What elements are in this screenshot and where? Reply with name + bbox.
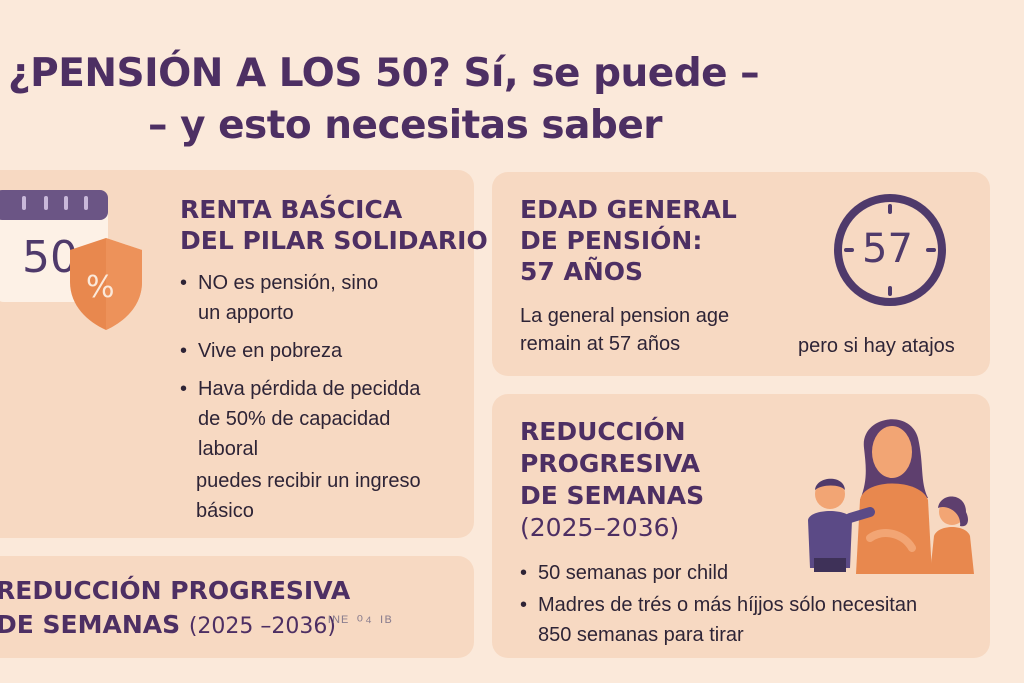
faded-text: ᴵᴺᴱ ⁰⁴ ᴵᴮ <box>328 614 394 631</box>
renta-heading-line-1: RENTA BAŚCICA <box>180 195 403 224</box>
reduccion-heading: REDUCCIÓN PROGRESIVA DE SEMANAS (2025–20… <box>520 417 705 542</box>
edad-caption: pero si hay atajos <box>798 335 955 357</box>
clock-icon <box>834 194 946 306</box>
edad-body: La general pension age remain at 57 años <box>520 305 730 355</box>
renta-bullet-list: NO es pensión, sino un apporto Vive en p… <box>180 268 470 472</box>
renta-footer: puedes recibir un ingreso básico <box>196 470 421 522</box>
reduccion-bottom-years: (2025 –2036) <box>188 614 336 639</box>
shield-percent-symbol: % <box>86 270 115 305</box>
reduccion-bottom-heading: REDUCCIÓN PROGRESIVA DE SEMANAS (2025 –2… <box>0 576 351 639</box>
reduccion-bottom-card <box>0 556 474 658</box>
page-title: ¿PENSIÓN A LOS 50? Sí, se puede – – y es… <box>8 48 828 152</box>
list-item: Hava pérdida de pecidda de 50% de capaci… <box>180 374 470 464</box>
clock-value: 57 <box>862 226 913 272</box>
calendar-value: 50 <box>22 232 78 283</box>
shield-percent-icon <box>70 238 142 330</box>
list-item: 50 semanas por child <box>520 558 980 588</box>
list-item: Vive en pobreza <box>180 336 470 366</box>
renta-heading-line-2: DEL PILAR SOLIDARIO <box>180 226 488 255</box>
edad-heading: EDAD GENERAL DE PENSIÓN: 57 AÑOS <box>520 195 737 286</box>
title-line-2: – y esto necesitas saber <box>148 103 663 148</box>
list-item: Madres de trés o más híjjos sólo necesit… <box>520 590 980 650</box>
reduccion-bullet-list: 50 semanas por child Madres de trés o má… <box>520 558 980 652</box>
renta-heading: RENTA BAŚCICA DEL PILAR SOLIDARIO <box>180 194 488 256</box>
family-illustration <box>808 419 974 574</box>
edad-general-card <box>492 172 990 376</box>
title-line-1: ¿PENSIÓN A LOS 50? Sí, se puede – <box>8 51 760 96</box>
list-item: NO es pensión, sino un apporto <box>180 268 470 328</box>
